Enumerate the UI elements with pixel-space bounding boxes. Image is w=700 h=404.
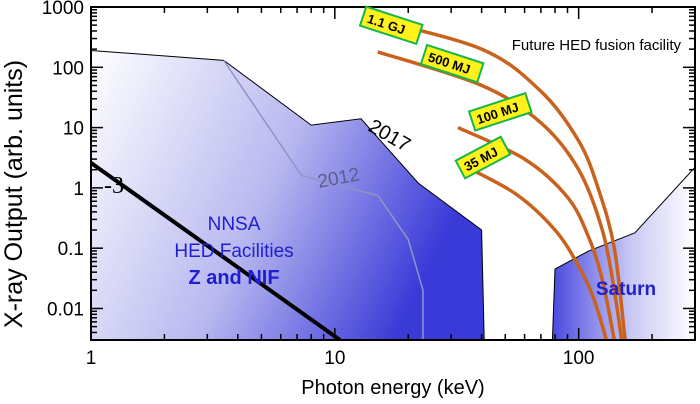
fusion-curve-1-1-gj: [370, 16, 627, 340]
y-axis-title: X-ray Output (arb. units): [0, 60, 28, 328]
axis-ticks: [90, 7, 696, 341]
boundary-2012: [223, 59, 424, 340]
x-tick-label: 1: [86, 348, 97, 369]
x-tick-label: 100: [563, 348, 595, 369]
annotation-z-and-nif: Z and NIF: [188, 267, 279, 289]
fusion-label-100-mj: 100 MJ: [467, 91, 533, 132]
y-tick-label: 1: [73, 179, 84, 200]
x-tick-label: 10: [324, 348, 345, 369]
region-2017: [91, 49, 485, 340]
y-tick-label: 1000: [42, 0, 84, 19]
slope-line: [91, 161, 342, 340]
y-tick-label: 0.01: [47, 299, 84, 320]
region-saturn: [551, 166, 695, 340]
x-tick-labels: 1 10 100: [86, 348, 595, 369]
fusion-label-500-mj: 500 MJ: [419, 43, 485, 84]
annotation-future-facility: Future HED fusion facility: [512, 37, 682, 54]
annotation-slope: -3: [104, 173, 124, 199]
fusion-label-1-1-gj: 1.1 GJ: [358, 5, 424, 46]
annotation-nnsa: NNSA: [208, 214, 261, 235]
x-axis-title: Photon energy (keV): [301, 377, 484, 399]
fusion-label-35-mj: 35 MJ: [454, 135, 512, 180]
annotation-saturn: Saturn: [596, 279, 656, 300]
fusion-curve-100-mj: [457, 126, 617, 340]
plot-frame: [90, 6, 696, 341]
y-tick-labels: 1000 100 10 1 0.1 0.01: [42, 0, 84, 320]
y-tick-label: 100: [52, 58, 84, 79]
y-tick-label: 10: [63, 119, 84, 140]
fusion-curve-35-mj: [457, 161, 609, 340]
y-tick-label: 0.1: [58, 239, 84, 260]
annotation-hed-facilities: HED Facilities: [174, 241, 293, 262]
